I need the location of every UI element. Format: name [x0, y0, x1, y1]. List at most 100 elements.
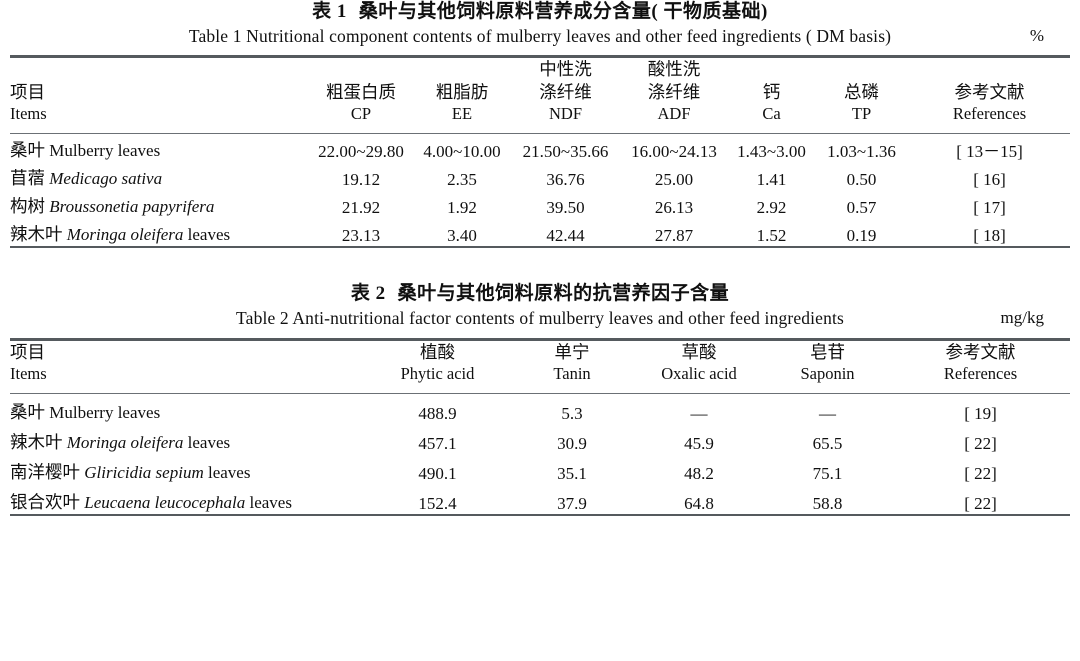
table-1-row-0-adf: 16.00~24.13 — [631, 142, 717, 162]
row-label-cn: 银合欢叶 — [10, 492, 80, 513]
table-1-col-ca: 钙 Ca — [729, 58, 814, 124]
table-2-row-0-tanin: 5.3 — [561, 404, 583, 424]
table-2-col-items: 项目 Items — [10, 341, 365, 385]
table-2-row-1-saponin: 65.5 — [812, 434, 843, 454]
table-1-col-references-en: References — [952, 104, 1027, 124]
table-1-col-adf-en: ADF — [657, 104, 691, 124]
table-1-col-adf: 酸性洗 涤纤维 ADF — [619, 58, 729, 124]
table-2-row-2-reference: [ 22] — [964, 464, 997, 484]
table-2-bottom-rule — [10, 514, 1070, 517]
table-2-row-2-saponin: 75.1 — [812, 464, 843, 484]
table-2-row-3-oxalic-acid: 64.8 — [684, 494, 714, 514]
table-2-col-saponin-cn: 皂苷 — [810, 341, 845, 362]
table-1-row-1-cp: 19.12 — [341, 170, 381, 190]
row-label-sci: Broussonetia papyrifera — [49, 197, 215, 217]
table-1-col-adf-cn-line1: 酸性洗 — [647, 59, 701, 80]
table-1-col-cp-cn: 粗蛋白质 — [326, 81, 396, 102]
row-label-sci: Leucaena leucocephala — [84, 493, 246, 513]
table-1-row-2-tp: 0.57 — [846, 198, 877, 218]
table-1-row-2-label: 构树 Broussonetia papyrifera — [10, 190, 310, 218]
table-1-row-3-cp: 23.13 — [341, 226, 381, 246]
table-1-col-ca-cn: 钙 — [762, 81, 781, 102]
table-1-row-2-reference: [ 17] — [973, 198, 1006, 218]
table-2-title-cn: 桑叶与其他饲料原料的抗营养因子含量 — [397, 283, 730, 305]
table-2-row-1-reference: [ 22] — [964, 434, 997, 454]
table-2: 项目 Items 植酸 Phytic acid 单宁 Tanin 草酸 Oxal… — [10, 341, 1070, 394]
table-2-row-1-oxalic-acid: 45.9 — [684, 434, 714, 454]
table-1-number-cn: 表 1 — [312, 1, 347, 22]
table-row: 银合欢叶 Leucaena leucocephala leaves 152.4 … — [10, 484, 1070, 514]
table-2-header: 项目 Items 植酸 Phytic acid 单宁 Tanin 草酸 Oxal… — [10, 341, 1070, 394]
table-1-row-3-label: 辣木叶 Moringa oleifera leaves — [10, 218, 310, 246]
table-2-col-references-en: References — [943, 363, 1018, 383]
row-label-sci: Moringa oleifera — [66, 225, 184, 245]
table-1-row-0-tp: 1.03~1.36 — [827, 142, 896, 162]
row-label-en: leaves — [249, 493, 292, 513]
table-2-mid-rule — [10, 393, 1070, 395]
table-2-col-phytic-acid-cn: 植酸 — [420, 341, 455, 362]
table-2-header-spacer — [10, 384, 1070, 393]
table-1-row-0-ca: 1.43~3.00 — [737, 142, 806, 162]
table-2-row-3-saponin: 58.8 — [812, 494, 843, 514]
table-1-row-1-adf: 25.00 — [654, 170, 694, 190]
table-1-row-1-ca: 1.41 — [756, 170, 787, 190]
table-1-row-0-reference: [ 13－15] — [956, 142, 1023, 162]
row-label-cn: 构树 — [10, 196, 45, 217]
row-label-en: leaves — [207, 463, 251, 483]
table-2-col-tanin-en: Tanin — [553, 363, 591, 383]
table-1-row-2-cp: 21.92 — [341, 198, 381, 218]
table-1-col-references: 参考文献 References — [909, 58, 1070, 124]
table-row: 辣木叶 Moringa oleifera leaves 457.1 30.9 4… — [10, 424, 1070, 454]
table-1-col-items: 项目 Items — [10, 58, 310, 124]
table-1-col-ee-cn: 粗脂肪 — [435, 81, 489, 102]
table-1-col-ndf-en: NDF — [548, 104, 582, 124]
table-2-caption-chinese: 表 2 桑叶与其他饲料原料的抗营养因子含量 — [10, 282, 1070, 307]
table-1-body: 桑叶 Mulberry leaves 22.00~29.80 4.00~10.0… — [10, 134, 1070, 246]
table-1-row-1-ee: 2.35 — [447, 170, 477, 190]
table-2-row-2-oxalic-acid: 48.2 — [684, 464, 714, 484]
table-1-mid-rule — [10, 133, 1070, 135]
table-1-col-ndf-cn-line2: 涤纤维 — [539, 81, 592, 102]
table-2-col-tanin-cn: 单宁 — [554, 341, 590, 362]
row-label-en: leaves — [187, 433, 231, 453]
table-1-col-tp: 总磷 TP — [814, 58, 909, 124]
table-1-caption-english-row: Table 1 Nutritional component contents o… — [10, 25, 1070, 49]
table-row: 苜蓿 Medicago sativa 19.12 2.35 36.76 25.0… — [10, 162, 1070, 190]
table-2-caption-english: Table 2 Anti-nutritional factor contents… — [236, 307, 844, 328]
table-1-header-spacer — [10, 124, 1070, 133]
table-row: 构树 Broussonetia papyrifera 21.92 1.92 39… — [10, 190, 1070, 218]
table-1-top-rule — [10, 55, 1070, 59]
table-2-row-1-tanin: 30.9 — [557, 434, 587, 454]
table-1-col-tp-cn: 总磷 — [844, 81, 879, 102]
table-1-col-references-cn: 参考文献 — [954, 81, 1025, 102]
table-1-col-ee-en: EE — [451, 104, 473, 124]
row-label-cn: 南洋樱叶 — [10, 462, 80, 483]
table-1-col-ndf-cn-line1: 中性洗 — [539, 59, 592, 80]
table-1-row-0-label: 桑叶 Mulberry leaves — [10, 134, 310, 162]
table-2-row-1-phytic-acid: 457.1 — [418, 434, 457, 454]
table-1-bottom-rule — [10, 246, 1070, 249]
row-label-en: Mulberry leaves — [49, 403, 161, 423]
table-gap — [10, 248, 1070, 282]
row-label-cn: 桑叶 — [10, 402, 45, 423]
table-2-col-phytic-acid-en: Phytic acid — [400, 363, 475, 383]
table-1-row-1-label: 苜蓿 Medicago sativa — [10, 162, 310, 190]
table-1-row-0-cp: 22.00~29.80 — [318, 142, 404, 162]
row-label-cn: 苜蓿 — [10, 168, 45, 189]
table-2-row-0-saponin: — — [819, 404, 836, 424]
table-2-top-rule — [10, 337, 1070, 341]
table-1-col-cp-en: CP — [350, 104, 372, 124]
table-2-row-3-reference: [ 22] — [964, 494, 997, 514]
table-1-col-adf-cn-line2: 涤纤维 — [647, 81, 701, 102]
table-row: 南洋樱叶 Gliricidia sepium leaves 490.1 35.1… — [10, 454, 1070, 484]
table-2-row-2-tanin: 35.1 — [557, 464, 587, 484]
table-2-row-2-label: 南洋樱叶 Gliricidia sepium leaves — [10, 454, 365, 484]
table-1-row-2-ndf: 39.50 — [546, 198, 585, 218]
table-1-col-ee: 粗脂肪 EE — [412, 58, 512, 124]
table-1: 项目 Items 粗蛋白质 CP 粗脂肪 EE 中性洗 涤纤维 NDF — [10, 58, 1070, 133]
row-label-cn: 桑叶 — [10, 140, 45, 161]
table-1-col-cp: 粗蛋白质 CP — [310, 58, 412, 124]
table-1-col-items-en: Items — [10, 104, 47, 124]
table-1-title-cn: 桑叶与其他饲料原料营养成分含量( 干物质基础) — [358, 1, 768, 22]
